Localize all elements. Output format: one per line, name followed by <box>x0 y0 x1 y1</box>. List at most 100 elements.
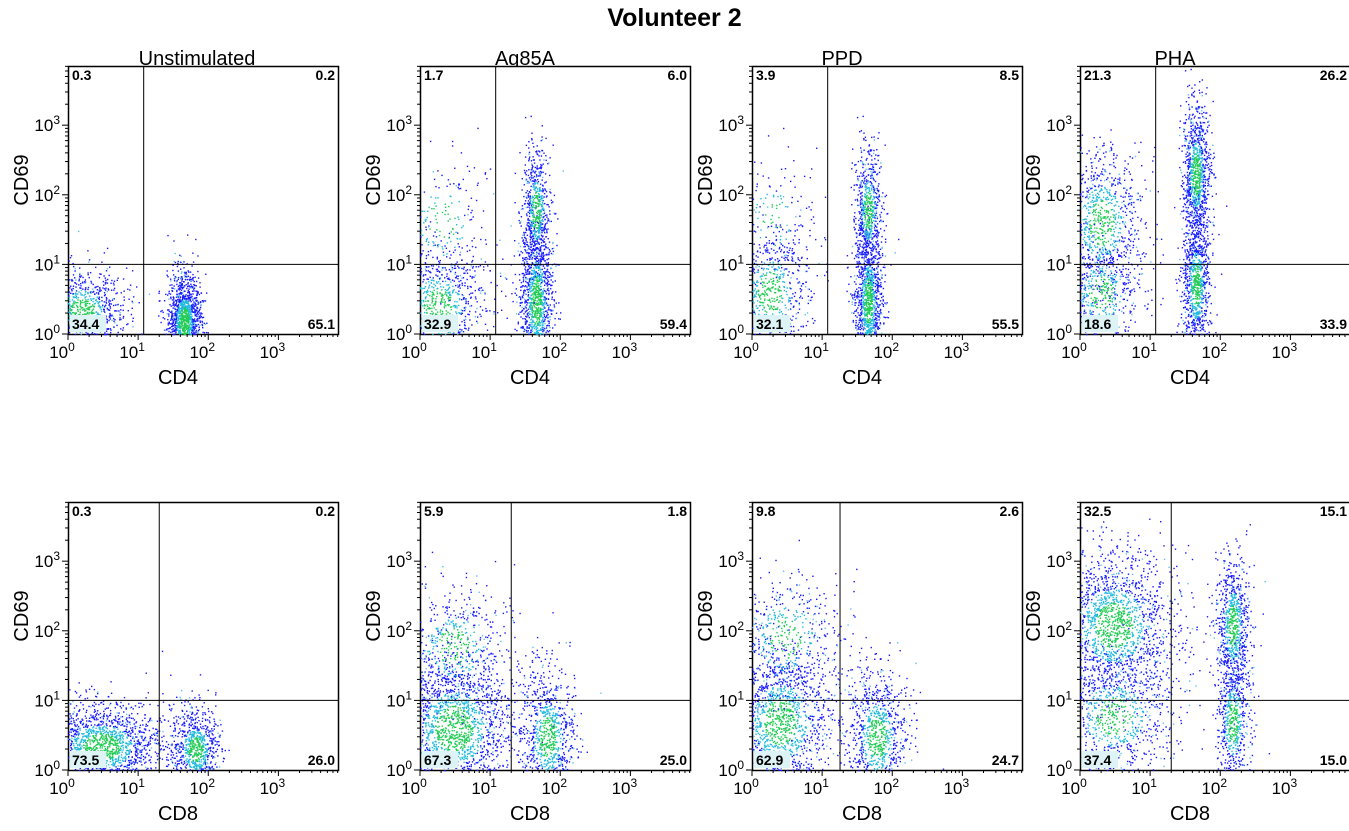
event-dot <box>458 200 460 203</box>
event-dot <box>527 225 529 227</box>
event-dot <box>179 333 182 335</box>
event-dot <box>467 208 469 211</box>
event-dot <box>860 325 862 327</box>
event-dot <box>99 290 101 292</box>
event-dot <box>184 272 186 275</box>
event-dot <box>172 304 174 307</box>
event-dot <box>533 233 536 235</box>
event-dot <box>859 204 861 207</box>
event-dot <box>445 313 448 315</box>
event-dot <box>548 162 550 164</box>
event-dot <box>541 329 543 332</box>
event-dot <box>184 332 186 334</box>
event-dot <box>521 326 523 328</box>
event-dot <box>529 289 531 291</box>
event-dot <box>540 242 543 244</box>
event-dot <box>447 298 449 300</box>
event-dot <box>877 234 879 236</box>
event-dot <box>791 259 793 261</box>
event-dot <box>190 324 192 326</box>
event-dot <box>523 234 525 236</box>
event-dot <box>544 223 547 225</box>
event-dot <box>542 256 544 259</box>
event-dot <box>104 283 107 285</box>
event-dot <box>539 214 541 217</box>
event-dot <box>471 324 473 326</box>
event-dot <box>544 273 546 275</box>
event-dot <box>486 310 488 312</box>
event-dot <box>163 300 166 302</box>
event-dot <box>534 179 536 181</box>
event-dot <box>550 313 553 315</box>
event-dot <box>530 313 532 316</box>
event-dot <box>535 204 537 207</box>
event-dot <box>202 331 204 334</box>
event-dot <box>436 244 439 246</box>
event-dot <box>191 320 193 322</box>
event-dot <box>177 260 179 263</box>
event-dot <box>420 216 422 218</box>
event-dot <box>158 290 160 293</box>
event-dot <box>791 260 794 262</box>
event-dot <box>532 209 534 211</box>
event-dot <box>538 204 540 206</box>
event-dot <box>176 305 178 307</box>
event-dot <box>528 316 530 319</box>
event-dot <box>538 266 541 268</box>
event-dot <box>100 311 103 313</box>
event-dot <box>179 324 181 326</box>
event-dot <box>431 299 433 302</box>
event-dot <box>443 304 446 306</box>
event-dot <box>532 216 534 218</box>
event-dot <box>122 278 125 280</box>
event-dot <box>543 280 545 282</box>
event-dot <box>432 297 434 300</box>
event-dot <box>865 304 868 306</box>
event-dot <box>176 280 178 282</box>
event-dot <box>545 333 547 336</box>
event-dot <box>424 311 426 314</box>
event-dot <box>436 311 439 313</box>
event-dot <box>524 305 526 307</box>
event-dot <box>541 293 543 295</box>
event-dot <box>527 312 529 314</box>
event-dot <box>525 269 527 272</box>
event-dot <box>544 290 546 292</box>
event-dot <box>535 266 537 268</box>
event-dot <box>537 312 539 314</box>
event-dot <box>540 259 542 261</box>
event-dot <box>186 278 189 281</box>
event-dot <box>526 249 529 251</box>
event-dot <box>532 321 535 323</box>
event-dot <box>133 296 135 298</box>
event-dot <box>537 236 539 238</box>
event-dot <box>530 264 533 267</box>
event-dot <box>192 252 194 254</box>
event-dot <box>523 261 526 263</box>
event-dot <box>540 167 542 170</box>
event-dot <box>535 316 537 318</box>
event-dot <box>458 267 460 269</box>
event-dot <box>758 309 760 312</box>
event-dot <box>180 323 183 325</box>
event-dot <box>544 218 546 221</box>
event-dot <box>538 316 540 319</box>
event-dot <box>197 332 199 334</box>
event-dot <box>178 284 180 287</box>
event-dot <box>762 286 764 288</box>
event-dot <box>429 228 431 230</box>
event-dot <box>168 330 170 333</box>
event-dot <box>540 279 542 281</box>
event-dot <box>753 289 755 292</box>
event-dot <box>109 266 111 268</box>
event-dot <box>185 273 188 275</box>
event-dot <box>547 220 549 222</box>
event-dot <box>768 252 771 254</box>
event-dot <box>521 311 523 313</box>
event-dot <box>769 261 771 264</box>
event-dot <box>771 287 773 289</box>
event-dot <box>766 288 769 290</box>
event-dot <box>190 326 192 328</box>
event-dot <box>110 282 112 284</box>
event-dot <box>431 208 433 210</box>
